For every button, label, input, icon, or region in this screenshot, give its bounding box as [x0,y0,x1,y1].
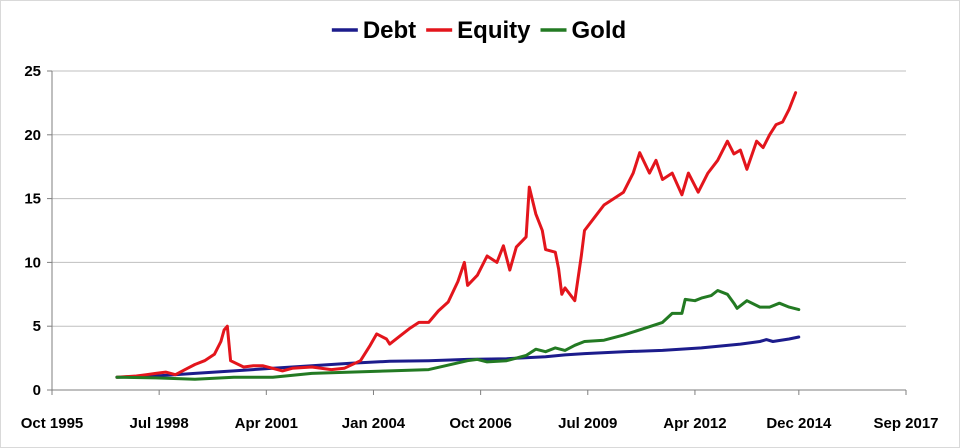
x-tick-label: Sep 2017 [873,415,938,432]
series-line-gold [115,289,801,381]
chart-legend: Debt Equity Gold [331,17,627,44]
series-line-equity [115,91,798,379]
legend-label-equity: Equity [457,17,531,44]
legend-label-gold: Gold [572,17,627,44]
series-line-debt [115,335,801,379]
y-tick-label: 10 [24,254,41,271]
series-lines [115,91,801,381]
y-tick-label: 5 [33,318,41,335]
x-tick-label: Apr 2012 [663,415,726,432]
gridlines [52,70,906,327]
x-tick-label: Jul 2009 [558,415,617,432]
x-axis-tick-labels: Oct 1995 Jul 1998 Apr 2001 Jan 2004 Oct 2006… [21,415,939,432]
y-axis-tick-labels: 0 5 10 15 20 25 [24,63,41,399]
y-tick-label: 15 [24,191,41,208]
y-tick-label: 0 [33,382,41,399]
x-tick-label: Apr 2001 [235,415,298,432]
x-tick-label: Oct 2006 [449,415,512,432]
x-tick-label: Jul 1998 [130,415,189,432]
x-tick-label: Oct 1995 [21,415,84,432]
axes [47,70,907,395]
y-tick-label: 20 [24,127,41,144]
x-tick-label: Jan 2004 [342,415,406,432]
legend-label-debt: Debt [363,17,416,44]
y-tick-label: 25 [24,63,41,80]
x-tick-label: Dec 2014 [766,415,832,432]
